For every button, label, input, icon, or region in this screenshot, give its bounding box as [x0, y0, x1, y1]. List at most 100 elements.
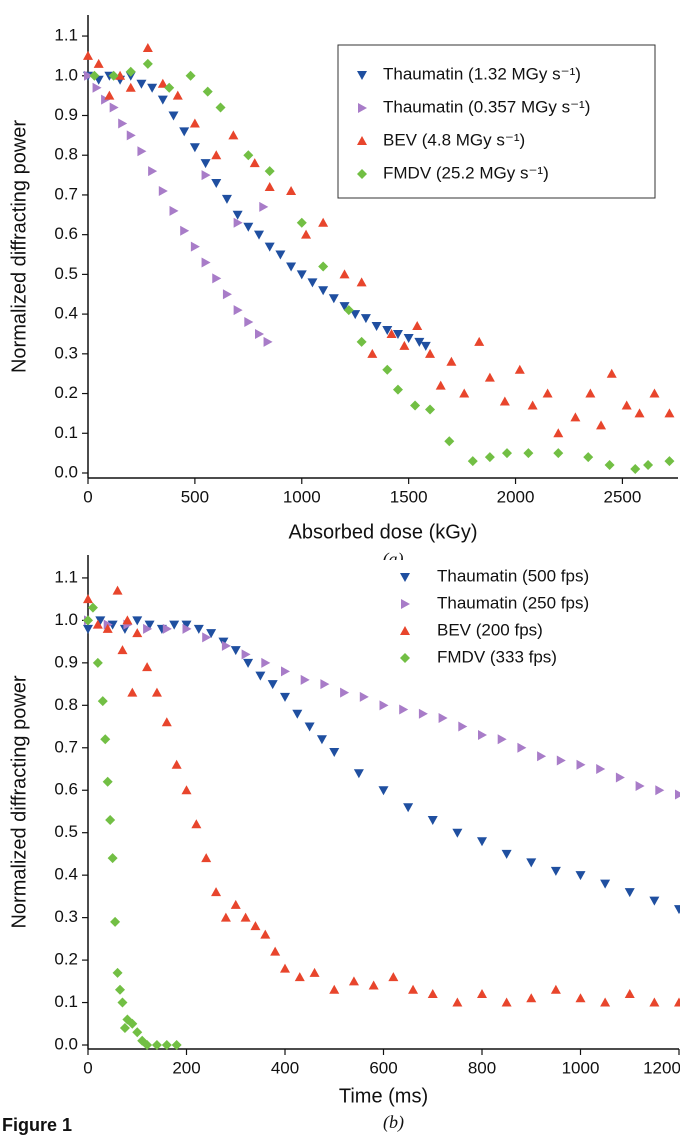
y-tick-label: 0.6 [54, 224, 78, 243]
point [523, 448, 534, 459]
point [300, 674, 310, 685]
point [201, 853, 212, 863]
x-tick-label: 600 [369, 1058, 397, 1077]
point [418, 708, 428, 719]
y-tick-label: 0.9 [54, 652, 78, 671]
point [107, 620, 118, 630]
point [241, 649, 251, 660]
point [211, 887, 222, 897]
point [624, 989, 635, 999]
point [233, 217, 243, 228]
point [570, 412, 581, 422]
point [356, 277, 367, 287]
point [132, 1027, 143, 1038]
point [112, 967, 123, 978]
y-axis-label: Normalized diffracting power [8, 120, 30, 373]
point [459, 388, 470, 398]
point [452, 997, 463, 1007]
point [600, 879, 611, 889]
point [427, 815, 438, 825]
y-tick-label: 1.0 [54, 610, 78, 629]
point [664, 408, 675, 418]
point [264, 181, 275, 191]
point [202, 86, 213, 97]
x-tick-label: 0 [83, 487, 92, 506]
point [624, 888, 635, 898]
legend-label: BEV (200 fps) [437, 620, 543, 639]
legend-label: Thaumatin (250 fps) [437, 593, 589, 612]
point [458, 721, 468, 732]
point [132, 628, 143, 638]
point [168, 111, 179, 121]
point [215, 102, 226, 113]
x-axis-label: Time (ms) [339, 1085, 428, 1107]
point [367, 348, 378, 358]
point [181, 785, 192, 795]
point [87, 602, 98, 613]
legend-marker [358, 103, 367, 113]
point [161, 717, 172, 727]
point [550, 866, 561, 876]
x-tick-label: 1500 [390, 487, 428, 506]
point [606, 368, 617, 378]
point [634, 408, 645, 418]
point [125, 66, 136, 77]
point [169, 205, 179, 216]
y-tick-label: 0.0 [54, 1034, 78, 1053]
point [318, 217, 329, 227]
legend-marker [357, 136, 367, 145]
legend-marker [401, 599, 410, 609]
point [301, 229, 312, 239]
point [100, 734, 111, 745]
point [142, 58, 153, 69]
point [501, 849, 512, 859]
point [553, 448, 564, 459]
point [425, 348, 436, 358]
point [275, 250, 286, 260]
point [497, 734, 507, 745]
point [585, 388, 596, 398]
point [189, 143, 200, 153]
point [264, 242, 275, 252]
point [294, 972, 305, 982]
point [263, 336, 273, 347]
legend-frame [337, 44, 656, 199]
point [180, 225, 190, 236]
point [172, 90, 183, 100]
y-tick-label: 0.4 [54, 865, 78, 884]
legend-label: Thaumatin (1.32 MGy s⁻¹) [383, 64, 581, 83]
point [399, 704, 409, 715]
point [211, 179, 222, 189]
point [193, 624, 204, 634]
x-tick-label: 800 [468, 1058, 496, 1077]
point [220, 912, 231, 922]
point [583, 452, 594, 463]
point [674, 905, 680, 915]
point [189, 118, 200, 128]
point [243, 658, 254, 668]
point [181, 620, 192, 630]
y-tick-label: 0.8 [54, 145, 78, 164]
point [230, 646, 241, 656]
point [102, 776, 113, 787]
point [403, 333, 414, 343]
point [382, 364, 393, 375]
point [435, 380, 446, 390]
point [122, 615, 133, 625]
y-tick-label: 0.7 [54, 184, 78, 203]
point [318, 261, 329, 272]
point [368, 980, 379, 990]
point [142, 42, 153, 52]
point [664, 456, 675, 467]
point [84, 70, 93, 81]
point [360, 314, 371, 324]
point [542, 388, 553, 398]
y-tick-label: 0.2 [54, 383, 78, 402]
point [292, 709, 303, 719]
legend-label: FMDV (333 fps) [437, 647, 557, 666]
point [635, 780, 645, 791]
x-tick-label: 1000 [562, 1058, 600, 1077]
point [221, 640, 231, 651]
point [243, 222, 254, 232]
